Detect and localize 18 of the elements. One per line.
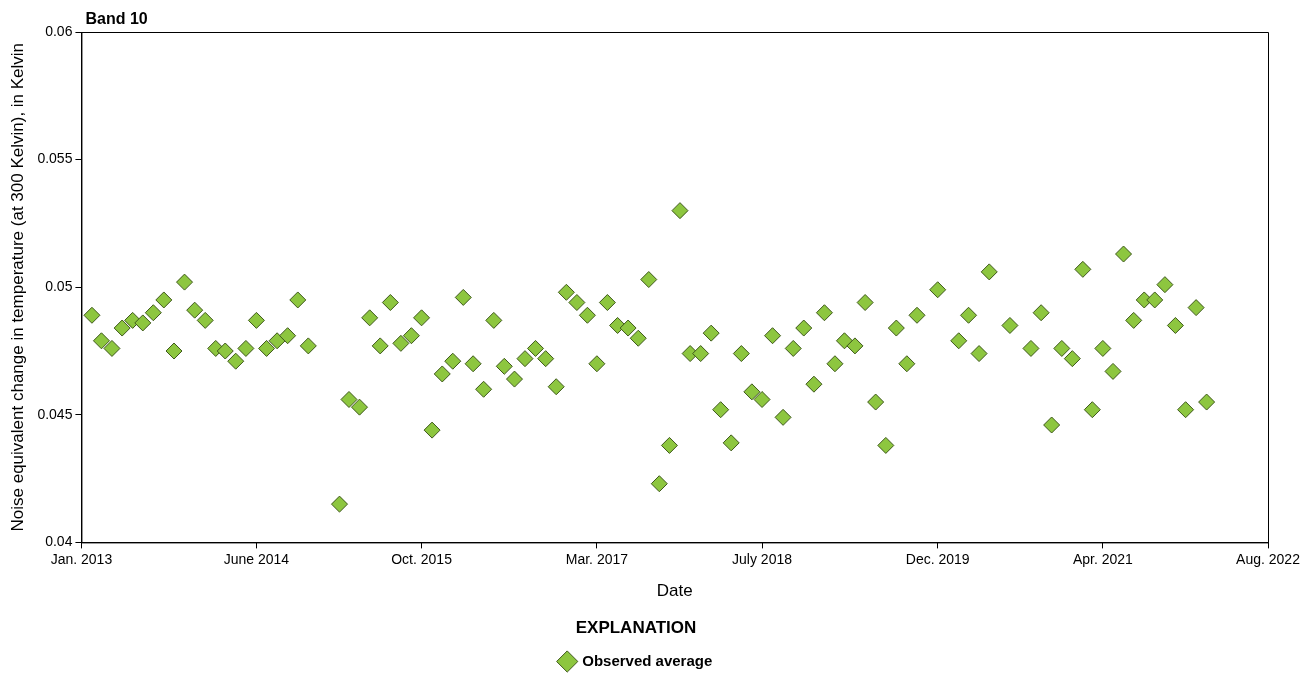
x-tick-label: Dec. 2019 <box>905 550 970 567</box>
y-tick-label: 0.05 <box>45 278 73 295</box>
x-tick-label: Mar. 2017 <box>565 550 629 567</box>
y-tick-label: 0.04 <box>45 533 73 550</box>
y-tick-label: 0.055 <box>37 150 73 167</box>
x-tick-label: July 2018 <box>732 550 793 567</box>
legend-title: EXPLANATION <box>575 617 697 637</box>
y-axis-title: Noise equivalent change in temperature (at 300 Kelvin), in Kelvin <box>7 42 27 532</box>
x-tick-label: Oct. 2015 <box>391 550 453 567</box>
x-axis-title: Date <box>656 581 693 601</box>
chart-title: Band 10 <box>85 10 148 28</box>
x-tick-label: June 2014 <box>223 550 290 567</box>
y-tick-label: 0.045 <box>37 405 73 422</box>
x-tick-label: Jan. 2013 <box>50 550 113 567</box>
legend-label: Observed average <box>582 651 713 669</box>
x-tick-label: Apr. 2021 <box>1072 550 1134 567</box>
x-tick-label: Aug. 2022 <box>1236 550 1301 567</box>
y-tick-label: 0.06 <box>45 22 73 39</box>
